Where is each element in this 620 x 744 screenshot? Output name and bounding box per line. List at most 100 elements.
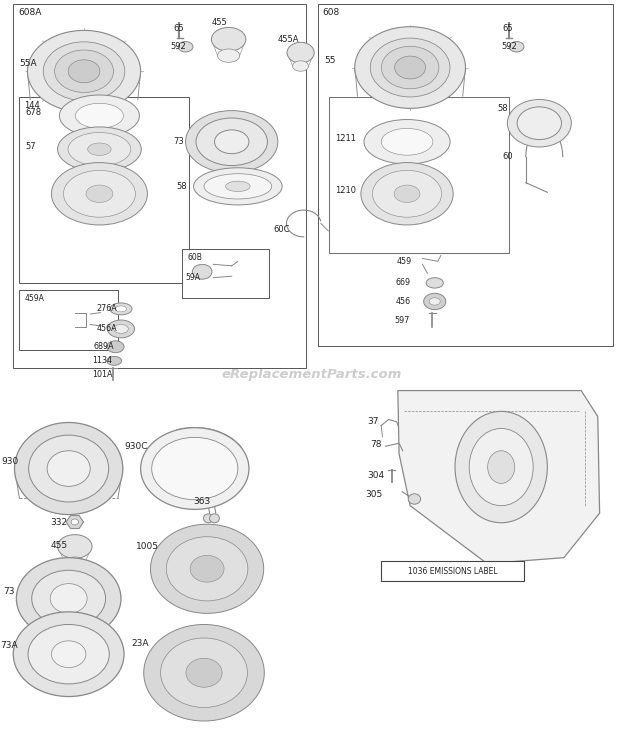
- Ellipse shape: [107, 341, 124, 353]
- Bar: [13, 4, 306, 368]
- Ellipse shape: [166, 536, 248, 601]
- Ellipse shape: [76, 103, 123, 128]
- Ellipse shape: [192, 264, 212, 279]
- Ellipse shape: [469, 429, 533, 506]
- Ellipse shape: [226, 181, 250, 191]
- Text: 59A: 59A: [185, 273, 200, 282]
- Ellipse shape: [55, 50, 113, 92]
- Ellipse shape: [507, 100, 571, 147]
- Text: 332: 332: [50, 518, 68, 527]
- Polygon shape: [66, 516, 84, 528]
- Text: 592: 592: [501, 42, 517, 51]
- Ellipse shape: [488, 451, 515, 484]
- Text: 455: 455: [211, 19, 228, 28]
- Ellipse shape: [68, 132, 131, 166]
- Ellipse shape: [32, 571, 105, 626]
- Ellipse shape: [429, 298, 440, 305]
- Text: 37: 37: [368, 417, 379, 426]
- Text: 669: 669: [396, 278, 410, 287]
- Ellipse shape: [50, 583, 87, 613]
- Text: 455A: 455A: [277, 35, 299, 44]
- Text: 65: 65: [502, 25, 513, 33]
- Ellipse shape: [68, 60, 100, 83]
- Text: 65: 65: [173, 25, 184, 33]
- Ellipse shape: [51, 163, 148, 225]
- Ellipse shape: [58, 535, 92, 559]
- Ellipse shape: [409, 494, 420, 504]
- Text: 58: 58: [176, 182, 187, 191]
- Ellipse shape: [107, 356, 122, 365]
- Text: 930: 930: [1, 457, 18, 466]
- Ellipse shape: [394, 56, 425, 79]
- Text: 1036 EMISSIONS LABEL: 1036 EMISSIONS LABEL: [408, 566, 497, 576]
- Bar: [329, 97, 508, 253]
- Ellipse shape: [203, 514, 213, 523]
- Ellipse shape: [86, 185, 113, 202]
- Ellipse shape: [141, 428, 249, 510]
- Text: 456: 456: [396, 297, 410, 306]
- Text: 1211: 1211: [335, 135, 356, 144]
- Ellipse shape: [29, 435, 108, 502]
- Text: 930C: 930C: [124, 442, 148, 451]
- Ellipse shape: [65, 557, 85, 569]
- Ellipse shape: [287, 42, 314, 63]
- Ellipse shape: [381, 129, 433, 155]
- Ellipse shape: [71, 519, 79, 525]
- Text: 592: 592: [170, 42, 186, 51]
- Ellipse shape: [144, 624, 264, 721]
- Text: 60: 60: [502, 152, 513, 161]
- Ellipse shape: [13, 612, 124, 696]
- Text: 58: 58: [497, 104, 508, 113]
- Ellipse shape: [115, 306, 126, 312]
- Ellipse shape: [161, 638, 247, 708]
- Ellipse shape: [509, 42, 524, 52]
- Bar: [19, 97, 188, 283]
- Ellipse shape: [107, 320, 135, 338]
- Ellipse shape: [193, 168, 282, 205]
- Ellipse shape: [215, 130, 249, 154]
- Text: 608: 608: [323, 8, 340, 17]
- Text: 1005: 1005: [136, 542, 159, 551]
- Bar: [318, 4, 613, 346]
- Ellipse shape: [293, 61, 309, 71]
- Ellipse shape: [113, 324, 128, 333]
- Text: 101A: 101A: [92, 370, 113, 379]
- Ellipse shape: [394, 185, 420, 202]
- Ellipse shape: [517, 107, 562, 140]
- Ellipse shape: [361, 163, 453, 225]
- Ellipse shape: [14, 423, 123, 515]
- Ellipse shape: [455, 411, 547, 523]
- Text: 689A: 689A: [93, 342, 114, 351]
- Ellipse shape: [210, 514, 219, 523]
- Text: 304: 304: [367, 472, 384, 481]
- Ellipse shape: [204, 173, 272, 199]
- Ellipse shape: [370, 38, 450, 97]
- Text: 1134: 1134: [92, 356, 112, 365]
- Text: 363: 363: [193, 498, 211, 507]
- Ellipse shape: [63, 170, 135, 217]
- Ellipse shape: [27, 31, 141, 112]
- Text: 144: 144: [24, 101, 40, 110]
- Ellipse shape: [190, 556, 224, 582]
- Text: 60B: 60B: [187, 253, 202, 262]
- Text: eReplacementParts.com: eReplacementParts.com: [221, 368, 402, 381]
- Text: 276A: 276A: [96, 304, 117, 313]
- Text: 459: 459: [397, 257, 412, 266]
- Text: 73: 73: [4, 586, 15, 595]
- Text: 23A: 23A: [131, 638, 149, 647]
- Text: 455: 455: [50, 541, 68, 550]
- Ellipse shape: [151, 525, 264, 613]
- Ellipse shape: [423, 293, 446, 310]
- Polygon shape: [398, 391, 600, 564]
- Ellipse shape: [178, 42, 193, 52]
- Text: 1210: 1210: [335, 186, 356, 196]
- Text: 305: 305: [365, 490, 383, 499]
- Bar: [19, 290, 118, 350]
- Ellipse shape: [28, 624, 109, 684]
- Ellipse shape: [373, 170, 441, 217]
- Text: 459A: 459A: [24, 294, 44, 303]
- Text: 678: 678: [25, 109, 42, 118]
- Ellipse shape: [196, 118, 267, 166]
- Ellipse shape: [381, 46, 439, 89]
- Ellipse shape: [51, 641, 86, 667]
